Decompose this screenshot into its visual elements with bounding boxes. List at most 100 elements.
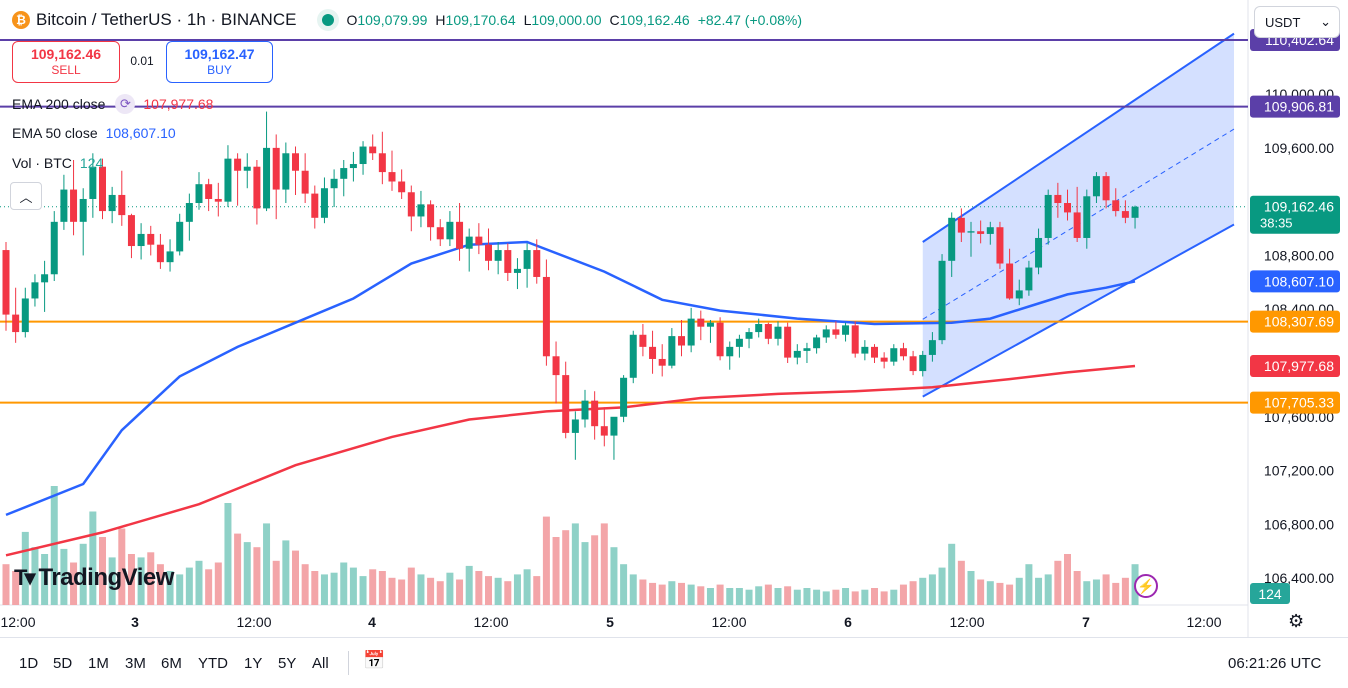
price-tag-bg [1250,195,1340,234]
candle-body [504,250,512,273]
candle-body [446,221,454,240]
volume-bar [79,543,87,605]
sell-button[interactable]: 109,162.46 SELL [12,41,120,83]
volume-bar [292,550,299,605]
volume-bar [687,584,695,605]
volume-bar [185,567,193,605]
candle-body [832,329,840,335]
range-ytd[interactable]: YTD [198,655,228,672]
candle-body [359,146,367,165]
volume-bar [89,511,97,605]
range-5y[interactable]: 5Y [278,655,297,672]
volume-bar [378,571,386,605]
volume-bar [629,574,637,605]
volume-bar [1121,577,1129,605]
range-all[interactable]: All [312,655,329,672]
symbol-title[interactable]: Bitcoin / TetherUS · 1h · BINANCE [36,10,297,29]
indicator-volume[interactable]: Vol · BTC 124 [12,155,103,171]
candle-body [1083,196,1091,238]
range-1d[interactable]: 1D [19,655,39,672]
lightning-icon[interactable]: ⚡ [1134,574,1158,598]
candle-body [485,244,492,261]
volume-bar [552,537,560,605]
volume-bar [504,581,512,605]
volume-bar [1006,584,1014,605]
volume-bar [620,564,628,605]
volume-bar [890,589,898,605]
candle-body [330,178,338,189]
range-1m[interactable]: 1M [88,655,109,672]
range-5d[interactable]: 5D [53,655,73,672]
candle-body [436,227,444,240]
indicator-value: 108,607.10 [105,125,176,141]
x-tick-label: 5 [606,614,614,630]
y-tick-label: 109,600.00 [1264,140,1334,156]
candle-body [224,158,232,202]
buy-label: BUY [207,63,232,77]
volume-bar [764,584,772,605]
volume-bar [899,584,907,605]
candle-body [880,357,888,362]
indicator-ema50[interactable]: EMA 50 close 108,607.10 [12,125,176,141]
candle-body [253,166,261,209]
indicator-name: Vol · BTC [12,155,72,171]
candle-body [272,147,280,190]
volume-bar [784,586,792,605]
volume-bar [214,562,222,605]
volume-bar [388,577,396,605]
candle-body [137,233,145,247]
candle-body [629,334,637,378]
buy-button[interactable]: 109,162.47 BUY [166,41,273,83]
volume-bar [436,581,444,605]
volume-bar [938,567,946,605]
refresh-icon[interactable]: ⟳ [115,94,136,114]
volume-bar [639,579,647,605]
clock-time[interactable]: 06:21:26 UTC [1228,655,1322,672]
range-1y[interactable]: 1Y [244,655,263,672]
volume-bar [485,576,492,605]
volume-bar [668,581,676,605]
indicator-name: EMA 200 close [12,96,106,112]
range-3m[interactable]: 3M [125,655,146,672]
volume-bar [533,576,541,605]
level-price-tag-bg [1250,310,1340,333]
volume-bar [398,579,406,605]
candle-body [658,358,666,366]
volume-bar [793,589,801,605]
candle-body [70,189,78,222]
candle-body [764,324,772,339]
tradingview-mark-icon: T▾ [14,565,36,590]
volume-bar [977,579,985,605]
candle-body [745,332,753,339]
candle-body [195,184,203,204]
candle-body [398,181,406,193]
range-6m[interactable]: 6M [161,655,182,672]
price-chart[interactable]: 106,400.00106,800.00107,200.00107,600.00… [0,0,1348,637]
candle-body [996,227,1004,264]
candle-body [147,233,155,245]
candle-body [50,221,58,275]
candle-body [620,377,628,417]
symbol-legend: ₿ Bitcoin / TetherUS · 1h · BINANCE O109… [12,10,810,30]
gear-icon[interactable]: ⚙ [1288,611,1305,631]
calendar-range-icon[interactable]: 📅 [363,650,386,670]
volume-bar [369,569,377,605]
volume-bar [156,564,164,605]
volume-bar [311,571,319,605]
candle-body [118,194,126,216]
x-tick-label: 3 [131,614,139,630]
volume-bar [928,574,936,605]
indicator-ema200[interactable]: EMA 200 close ⟳ 107,977.68 [12,94,213,114]
candle-body [349,164,357,169]
volume-bar [542,516,550,605]
candle-body [1025,267,1033,291]
volume-bar [957,560,965,605]
candle-body [1035,237,1043,268]
candle-body [1131,206,1139,218]
candle-body [214,198,222,202]
collapse-legend-button[interactable]: ︿ [10,182,42,210]
volume-tag-bg [1250,583,1290,604]
volume-bar [359,576,367,605]
candle-body [320,188,328,218]
currency-select[interactable]: USDT ⌄ [1254,6,1340,38]
